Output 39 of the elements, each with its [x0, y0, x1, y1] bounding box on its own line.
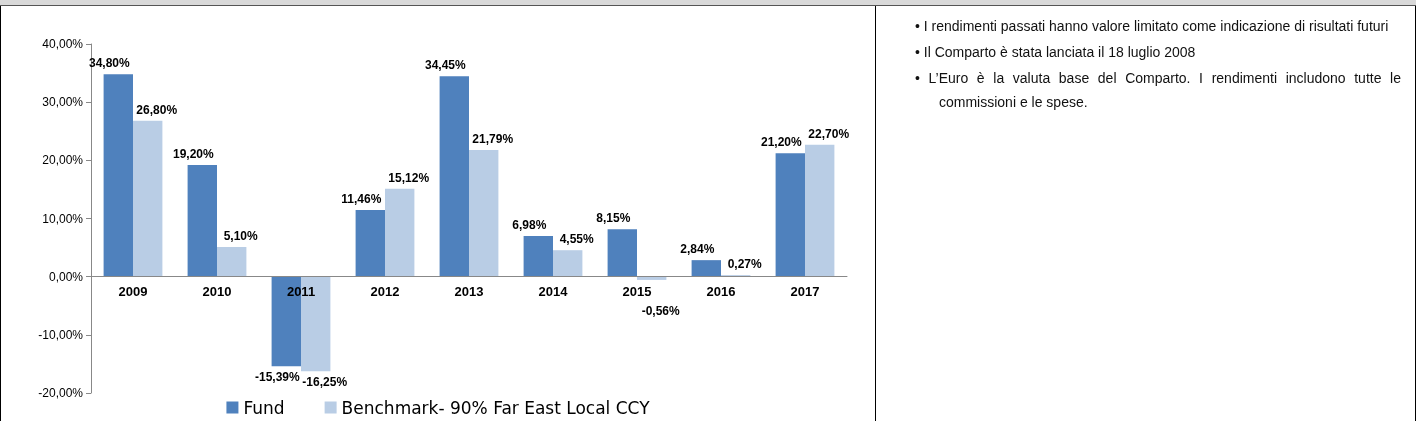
data-label: 21,79%: [472, 131, 514, 146]
data-label: 8,15%: [596, 211, 631, 226]
text: • L’Euro è la valuta base del Comparto. I rendimenti includono tutte le commissioni e le spese.: [915, 69, 1401, 112]
x-tick-label: 2014: [538, 283, 569, 299]
x-tick-label: 2013: [454, 283, 484, 299]
data-label: 21,20%: [760, 135, 802, 150]
data-label: 6,98%: [512, 218, 547, 233]
y-tick-label: -20,00%: [38, 386, 84, 400]
data-label: 34,80%: [88, 56, 130, 71]
x-tick-label: 2012: [370, 283, 400, 299]
data-label: 19,20%: [172, 146, 214, 161]
y-tick-label: 20,00%: [42, 153, 84, 168]
x-tick-label: 2009: [118, 283, 148, 299]
data-label: 22,70%: [808, 126, 850, 141]
x-tick-label: 2016: [706, 283, 736, 299]
data-label: -15,39%: [254, 370, 300, 385]
data-label: 4,55%: [559, 232, 595, 247]
data-label: 34,45%: [424, 58, 466, 73]
data-label: -16,25%: [302, 375, 348, 390]
legend-label: Benchmark- 90% Far East Local CCY: [341, 397, 651, 418]
data-label: 0,27%: [727, 257, 763, 272]
y-tick-label: 40,00%: [42, 37, 84, 51]
text: • Il Comparto è stata lanciata il 18 luglio 2008: [915, 43, 1197, 62]
y-tick-label: 10,00%: [42, 211, 84, 226]
data-label: 26,80%: [136, 102, 178, 117]
x-tick-label: 2011: [286, 283, 316, 299]
x-tick-label: 2010: [202, 283, 232, 299]
x-tick-label: 2015: [622, 283, 652, 299]
text: • I rendimenti passati hanno valore limitato come indicazione di risultati futuri: [915, 17, 1390, 36]
y-tick-label: 0,00%: [48, 269, 84, 284]
x-tick-label: 2017: [790, 283, 820, 299]
data-label: 5,10%: [223, 229, 259, 243]
data-label: 11,46%: [341, 192, 382, 207]
data-label: 15,12%: [388, 170, 430, 185]
data-label: -0,56%: [641, 303, 681, 318]
data-label: 2,84%: [680, 242, 715, 257]
legend-label: Fund: [243, 397, 285, 418]
y-tick-label: -10,00%: [38, 327, 84, 342]
y-tick-label: 30,00%: [42, 95, 84, 110]
